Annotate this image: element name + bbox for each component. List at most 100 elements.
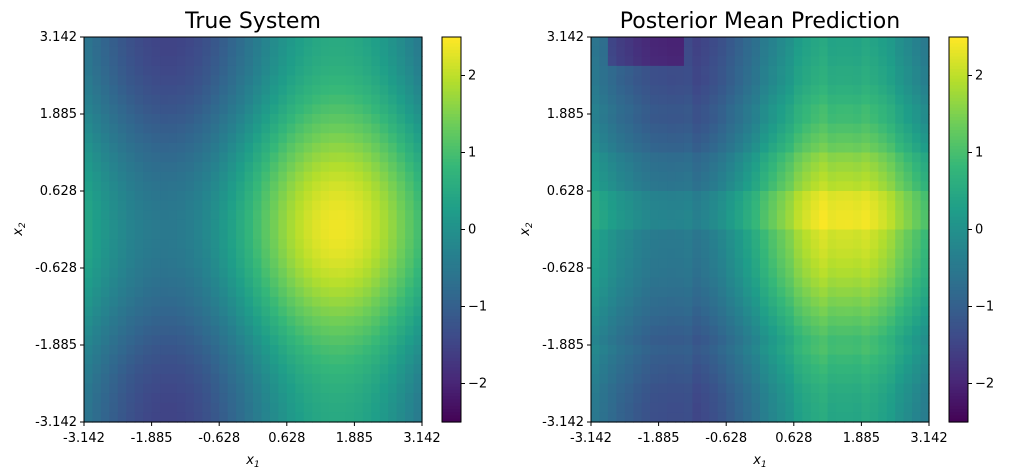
heatmap-cell bbox=[143, 239, 153, 250]
heatmap-cell bbox=[624, 268, 634, 279]
heatmap-cell bbox=[117, 75, 127, 86]
heatmap-cell bbox=[650, 123, 660, 134]
heatmap-cell bbox=[810, 402, 820, 413]
heatmap-cell bbox=[751, 85, 761, 96]
heatmap-true-system bbox=[84, 37, 423, 423]
heatmap-cell bbox=[827, 296, 837, 308]
heatmap-cell bbox=[143, 171, 153, 182]
heatmap-cell bbox=[312, 142, 322, 154]
heatmap-cell bbox=[193, 152, 203, 163]
heatmap-cell bbox=[253, 258, 263, 269]
heatmap-cell bbox=[269, 268, 279, 279]
heatmap-cell bbox=[210, 412, 220, 423]
heatmap-cell bbox=[253, 239, 263, 250]
heatmap-cell bbox=[743, 104, 753, 115]
heatmap-cell bbox=[709, 65, 719, 77]
heatmap-cell bbox=[227, 94, 237, 105]
heatmap-cell bbox=[776, 316, 786, 327]
heatmap-cell bbox=[371, 133, 381, 144]
heatmap-cell bbox=[895, 335, 905, 346]
heatmap-cell bbox=[844, 152, 854, 163]
heatmap-cell bbox=[253, 94, 263, 105]
heatmap-cell bbox=[607, 239, 617, 250]
heatmap-cell bbox=[591, 325, 601, 336]
heatmap-cell bbox=[202, 65, 212, 77]
colorbar-segment bbox=[442, 386, 461, 391]
heatmap-cell bbox=[185, 162, 195, 173]
heatmap-cell bbox=[836, 56, 846, 67]
heatmap-cell bbox=[650, 142, 660, 154]
heatmap-cell bbox=[844, 229, 854, 240]
heatmap-cell bbox=[903, 65, 913, 77]
heatmap-cell bbox=[269, 65, 279, 77]
heatmap-cell bbox=[886, 393, 896, 404]
heatmap-cell bbox=[193, 383, 203, 394]
heatmap-cell bbox=[920, 345, 930, 356]
heatmap-cell bbox=[591, 65, 601, 77]
heatmap-cell bbox=[312, 123, 322, 134]
heatmap-cell bbox=[861, 85, 871, 96]
heatmap-posterior-mean bbox=[591, 37, 930, 423]
heatmap-cell bbox=[819, 364, 829, 375]
heatmap-cell bbox=[920, 373, 930, 385]
heatmap-cell bbox=[616, 75, 626, 86]
heatmap-cell bbox=[269, 191, 279, 202]
heatmap-cell bbox=[261, 37, 271, 48]
heatmap-cell bbox=[345, 133, 355, 144]
heatmap-cell bbox=[624, 219, 634, 231]
colorbar-segment bbox=[442, 287, 461, 292]
heatmap-cell bbox=[869, 306, 879, 317]
heatmap-cell bbox=[607, 171, 617, 182]
heatmap-cell bbox=[168, 325, 178, 336]
heatmap-cell bbox=[126, 354, 136, 365]
heatmap-cell bbox=[362, 258, 372, 269]
heatmap-cell bbox=[109, 114, 119, 125]
heatmap-cell bbox=[869, 393, 879, 404]
heatmap-cell bbox=[776, 287, 786, 298]
heatmap-cell bbox=[84, 393, 94, 404]
heatmap-cell bbox=[869, 364, 879, 375]
heatmap-cell bbox=[920, 277, 930, 288]
heatmap-cell bbox=[616, 171, 626, 182]
heatmap-cell bbox=[278, 37, 288, 48]
heatmap-cell bbox=[768, 133, 778, 144]
heatmap-cell bbox=[751, 123, 761, 134]
heatmap-cell bbox=[236, 37, 246, 48]
heatmap-cell bbox=[692, 277, 702, 288]
heatmap-cell bbox=[210, 219, 220, 231]
heatmap-cell bbox=[895, 171, 905, 182]
heatmap-cell bbox=[650, 239, 660, 250]
heatmap-cell bbox=[616, 345, 626, 356]
heatmap-cell bbox=[802, 181, 812, 192]
colorbar-segment bbox=[442, 65, 461, 70]
heatmap-cell bbox=[329, 65, 339, 77]
heatmap-cell bbox=[633, 200, 643, 211]
heatmap-cell bbox=[827, 306, 837, 317]
heatmap-cell bbox=[760, 114, 770, 125]
colorbar-segment bbox=[949, 62, 968, 67]
heatmap-cell bbox=[912, 248, 922, 259]
heatmap-cell bbox=[405, 316, 415, 327]
heatmap-cell bbox=[776, 191, 786, 202]
heatmap-cell bbox=[844, 239, 854, 250]
heatmap-cell bbox=[912, 56, 922, 67]
heatmap-cell bbox=[244, 354, 254, 365]
heatmap-cell bbox=[836, 219, 846, 231]
heatmap-cell bbox=[379, 277, 389, 288]
colorbar-segment bbox=[949, 351, 968, 356]
heatmap-cell bbox=[151, 345, 161, 356]
colorbar-segment bbox=[442, 370, 461, 375]
heatmap-cell bbox=[785, 373, 795, 385]
heatmap-cell bbox=[160, 335, 170, 346]
heatmap-cell bbox=[624, 277, 634, 288]
heatmap-cell bbox=[726, 171, 736, 182]
heatmap-cell bbox=[717, 345, 727, 356]
heatmap-cell bbox=[396, 335, 406, 346]
heatmap-cell bbox=[844, 123, 854, 134]
heatmap-cell bbox=[354, 219, 364, 231]
heatmap-cell bbox=[844, 258, 854, 269]
heatmap-cell bbox=[658, 393, 668, 404]
heatmap-cell bbox=[413, 56, 423, 67]
heatmap-cell bbox=[362, 402, 372, 413]
